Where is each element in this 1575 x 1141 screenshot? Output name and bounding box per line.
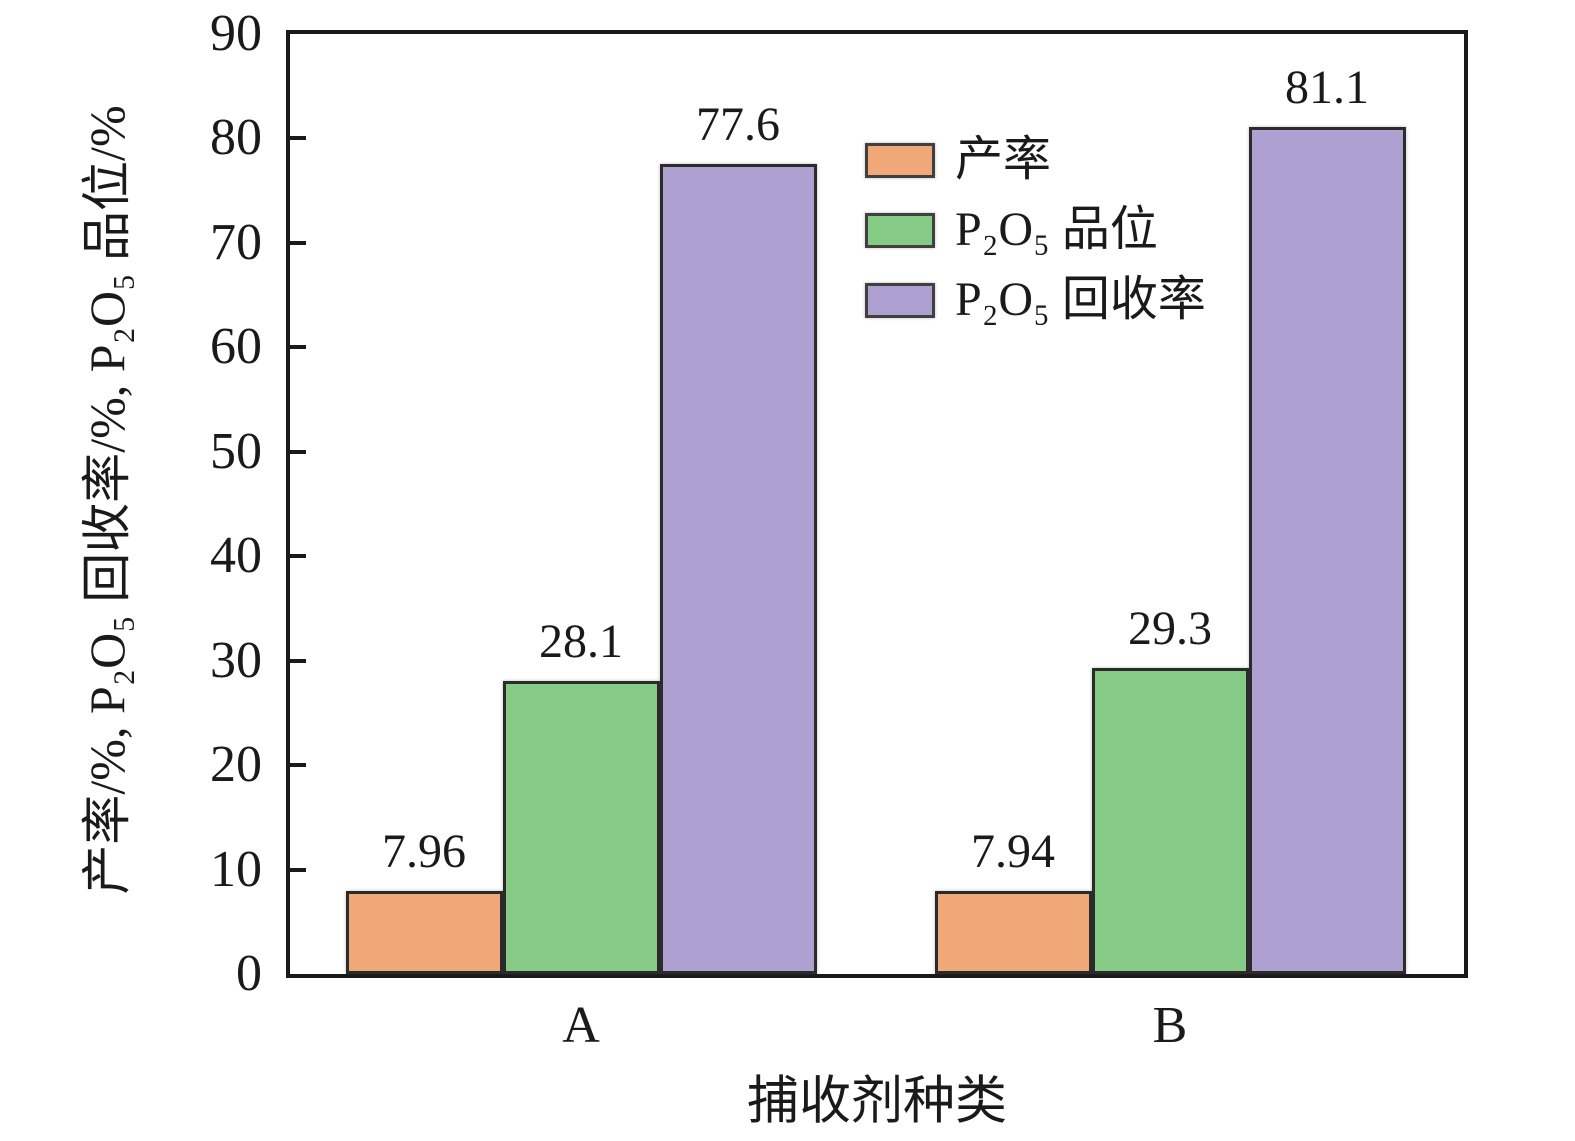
legend-swatch-icon — [865, 282, 935, 318]
x-tick-label-A: A — [562, 997, 600, 1054]
y-axis-title: 产率/%, P₂O₅ 回收率/%, P₂O₅ 品位/% — [79, 105, 135, 895]
legend-label: P₂O₅ 回收率 — [955, 273, 1206, 326]
legend-swatch-icon — [865, 212, 935, 248]
bar-value-label: 77.6 — [696, 97, 780, 151]
y-tick-label: 40 — [210, 527, 262, 585]
legend-row: P₂O₅ 回收率 — [865, 275, 1206, 325]
y-tick-mark — [290, 449, 306, 454]
y-tick-mark — [290, 763, 306, 768]
legend-row: P₂O₅ 品位 — [865, 205, 1158, 255]
bar-B-series2 — [1091, 667, 1249, 974]
plot-area: 7.96 28.1 77.6 7.94 29.3 81.1 产率 P₂O₅ 品位 P₂O₅ 回… — [286, 30, 1468, 978]
bar-value-label: 81.1 — [1285, 60, 1369, 114]
y-tick-label: 50 — [210, 422, 262, 480]
legend-swatch-icon — [865, 142, 935, 178]
bar-value-label: 28.1 — [539, 614, 623, 668]
y-tick-mark — [290, 554, 306, 559]
legend-row: 产率 — [865, 135, 1051, 185]
legend-label: P₂O₅ 品位 — [955, 203, 1158, 256]
bar-A-series1 — [345, 890, 503, 974]
bar-value-label: 7.94 — [971, 825, 1055, 879]
y-tick-label: 0 — [236, 945, 262, 1002]
y-tick-label: 80 — [210, 109, 262, 167]
bar-value-label: 7.96 — [382, 824, 466, 878]
x-tick-label-B: B — [1152, 997, 1188, 1054]
y-tick-label: 70 — [210, 213, 262, 271]
x-axis-title: 捕收剂种类 — [746, 1073, 1008, 1131]
y-tick-mark — [290, 240, 306, 245]
bar-A-series2 — [502, 680, 660, 974]
y-tick-mark — [290, 345, 306, 350]
bar-B-series3 — [1248, 126, 1406, 974]
y-tick-mark — [290, 658, 306, 663]
bar-A-series3 — [659, 163, 817, 974]
y-tick-label: 30 — [210, 631, 262, 689]
y-tick-label: 20 — [210, 736, 262, 794]
legend-label: 产率 — [955, 133, 1052, 186]
y-tick-mark — [290, 867, 306, 872]
y-tick-label: 60 — [210, 318, 262, 376]
y-tick-mark — [290, 136, 306, 141]
bar-B-series1 — [934, 891, 1092, 974]
y-tick-label: 10 — [210, 840, 262, 898]
bar-value-label: 29.3 — [1128, 601, 1212, 655]
y-tick-label: 90 — [210, 5, 262, 62]
